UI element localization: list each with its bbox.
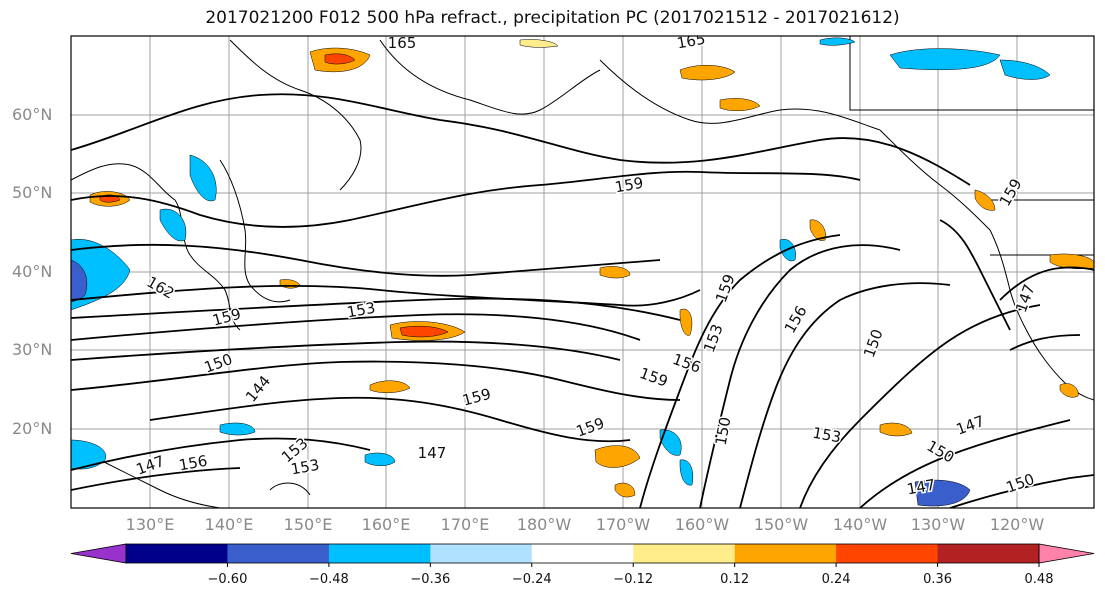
colorbar-tick-label: 0.12 — [720, 572, 750, 587]
colorbar-tick-label: −0.12 — [613, 572, 654, 587]
lon-label: 170°W — [595, 515, 651, 534]
lon-label: 130°E — [125, 515, 175, 534]
lon-label: 150°W — [753, 515, 809, 534]
graticule — [71, 36, 1094, 508]
refractivity-contours — [71, 93, 1094, 508]
map-frame — [70, 35, 1095, 509]
colorbar-tick-label: −0.48 — [308, 572, 349, 587]
colorbar-tick-label: −0.60 — [207, 572, 248, 587]
lon-label: 140°E — [204, 515, 254, 534]
lon-label: 160°E — [361, 515, 411, 534]
lat-label: 20°N — [12, 419, 53, 438]
lon-label: 160°W — [674, 515, 730, 534]
colorbar-tick-label: 0.48 — [1024, 572, 1054, 587]
contour-label: 147 — [418, 444, 447, 462]
lon-label: 130°W — [910, 515, 966, 534]
lat-label: 50°N — [12, 183, 53, 202]
lat-label: 40°N — [12, 262, 53, 281]
contour-label: 159 — [211, 305, 243, 330]
colorbar-tick-label: −0.36 — [410, 572, 451, 587]
lon-label: 180°W — [516, 515, 572, 534]
contour-label: 159 — [613, 174, 644, 197]
lon-label: 140°W — [832, 515, 888, 534]
lon-label: 120°W — [989, 515, 1045, 534]
precipitation-shading — [71, 37, 1094, 507]
colorbar-tick-label: 0.24 — [821, 572, 851, 587]
colorbar-tick-label: −0.24 — [511, 572, 552, 587]
lon-label: 150°E — [283, 515, 333, 534]
lat-label: 30°N — [12, 340, 53, 359]
map-title: 2017021200 F012 500 hPa refract., precip… — [205, 8, 900, 28]
contour-label: 156 — [177, 452, 208, 475]
contour-label: 153 — [345, 299, 376, 322]
colorbar-tick-label: 0.36 — [923, 572, 953, 587]
lon-label: 170°E — [440, 515, 490, 534]
lat-label: 60°N — [12, 105, 53, 124]
contour-label: 165 — [388, 34, 417, 52]
